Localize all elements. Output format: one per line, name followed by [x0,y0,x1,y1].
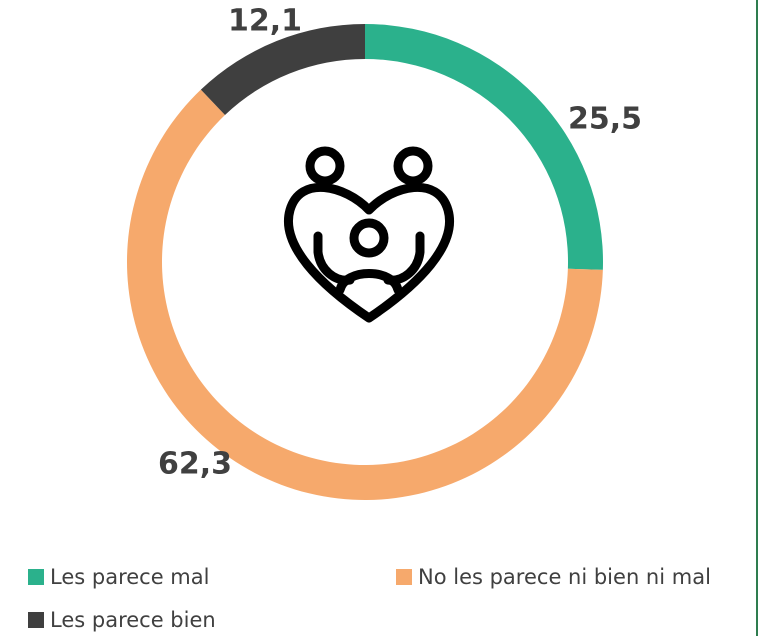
value-label: 62,3 [158,447,232,482]
value-label: 25,5 [568,102,642,137]
donut-segment [365,24,603,270]
donut-segment [200,24,365,116]
legend-label: No les parece ni bien ni mal [418,565,711,589]
value-label: 12,1 [228,4,302,39]
legend-swatch [396,569,412,585]
legend-swatch [28,569,44,585]
legend-label: Les parece mal [50,565,209,589]
donut-segment [127,89,603,501]
legend-swatch [28,612,44,628]
legend-label: Les parece bien [50,608,216,632]
family-heart-icon [284,146,454,323]
